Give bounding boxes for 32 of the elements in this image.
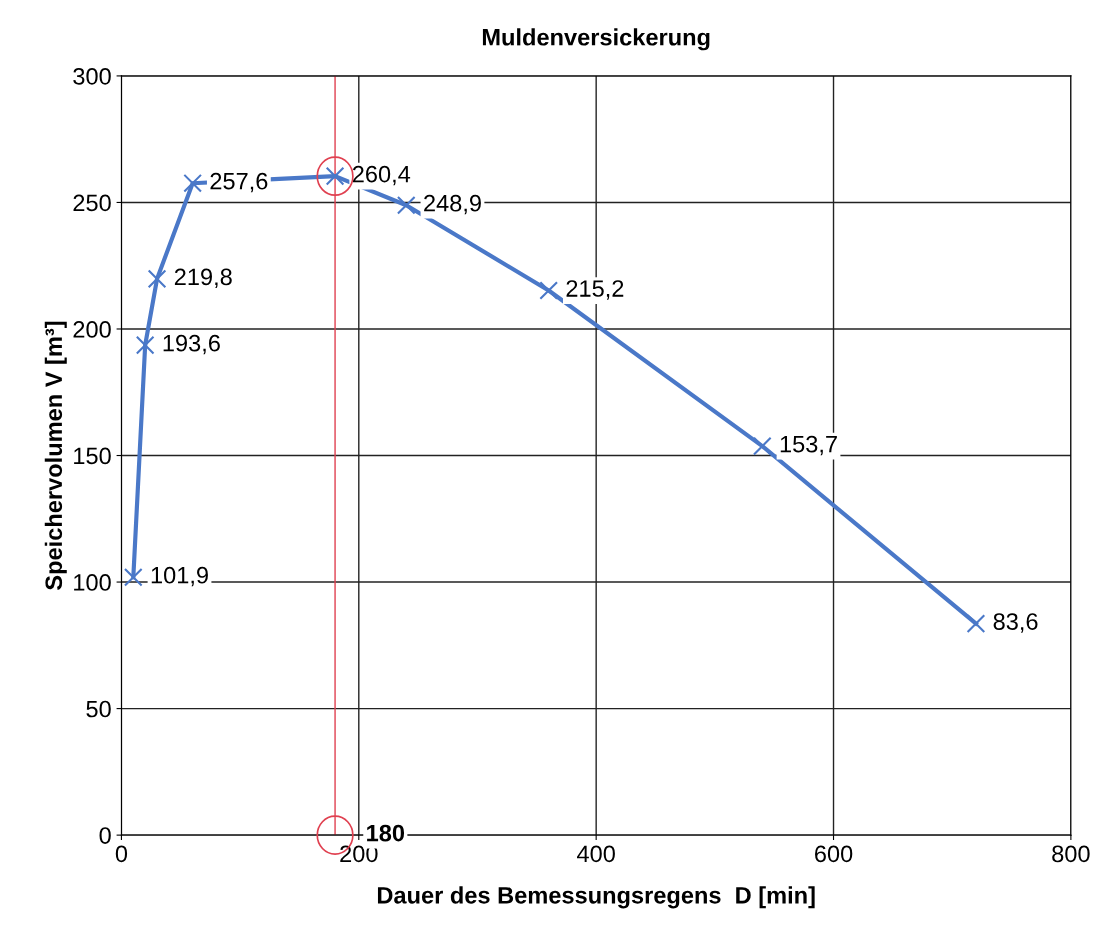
y-tick-label: 150 [74,447,111,465]
x-axis-title: Dauer des Bemessungsregens D [min] [377,886,815,909]
y-tick-label: 300 [73,67,111,85]
data-label: 101,9 [151,566,208,587]
data-label: 257,6 [210,172,268,193]
ref-line-label: 180 [367,824,405,842]
point [183,173,203,193]
point [147,269,167,289]
point [135,335,155,355]
y-axis-title: Speichervolumen V [m³] [44,321,67,590]
y-tick-label: 200 [73,321,111,338]
data-label: 219,8 [174,268,232,289]
point [752,436,772,456]
point [123,567,143,587]
x-tick-label: 600 [815,845,853,863]
data-label: 193,6 [163,334,220,355]
x-tick-label: 800 [1052,845,1090,863]
y-tick-label: 100 [74,574,111,591]
y-tick-label: 50 [86,700,111,718]
data-label: 260,4 [352,165,411,186]
y-tick-label: 0 [99,827,111,844]
point [539,281,559,300]
data-label: 83,6 [993,613,1038,633]
chart-title: Muldenversickerung [482,28,710,51]
point [396,195,416,215]
x-tick-label: 400 [577,845,615,863]
data-label: 153,7 [780,435,837,456]
point [966,614,986,633]
data-label: 215,2 [566,280,624,300]
y-tick-label: 250 [73,194,111,212]
x-tick-label: 0 [115,845,128,863]
data-label: 248,9 [424,194,481,215]
